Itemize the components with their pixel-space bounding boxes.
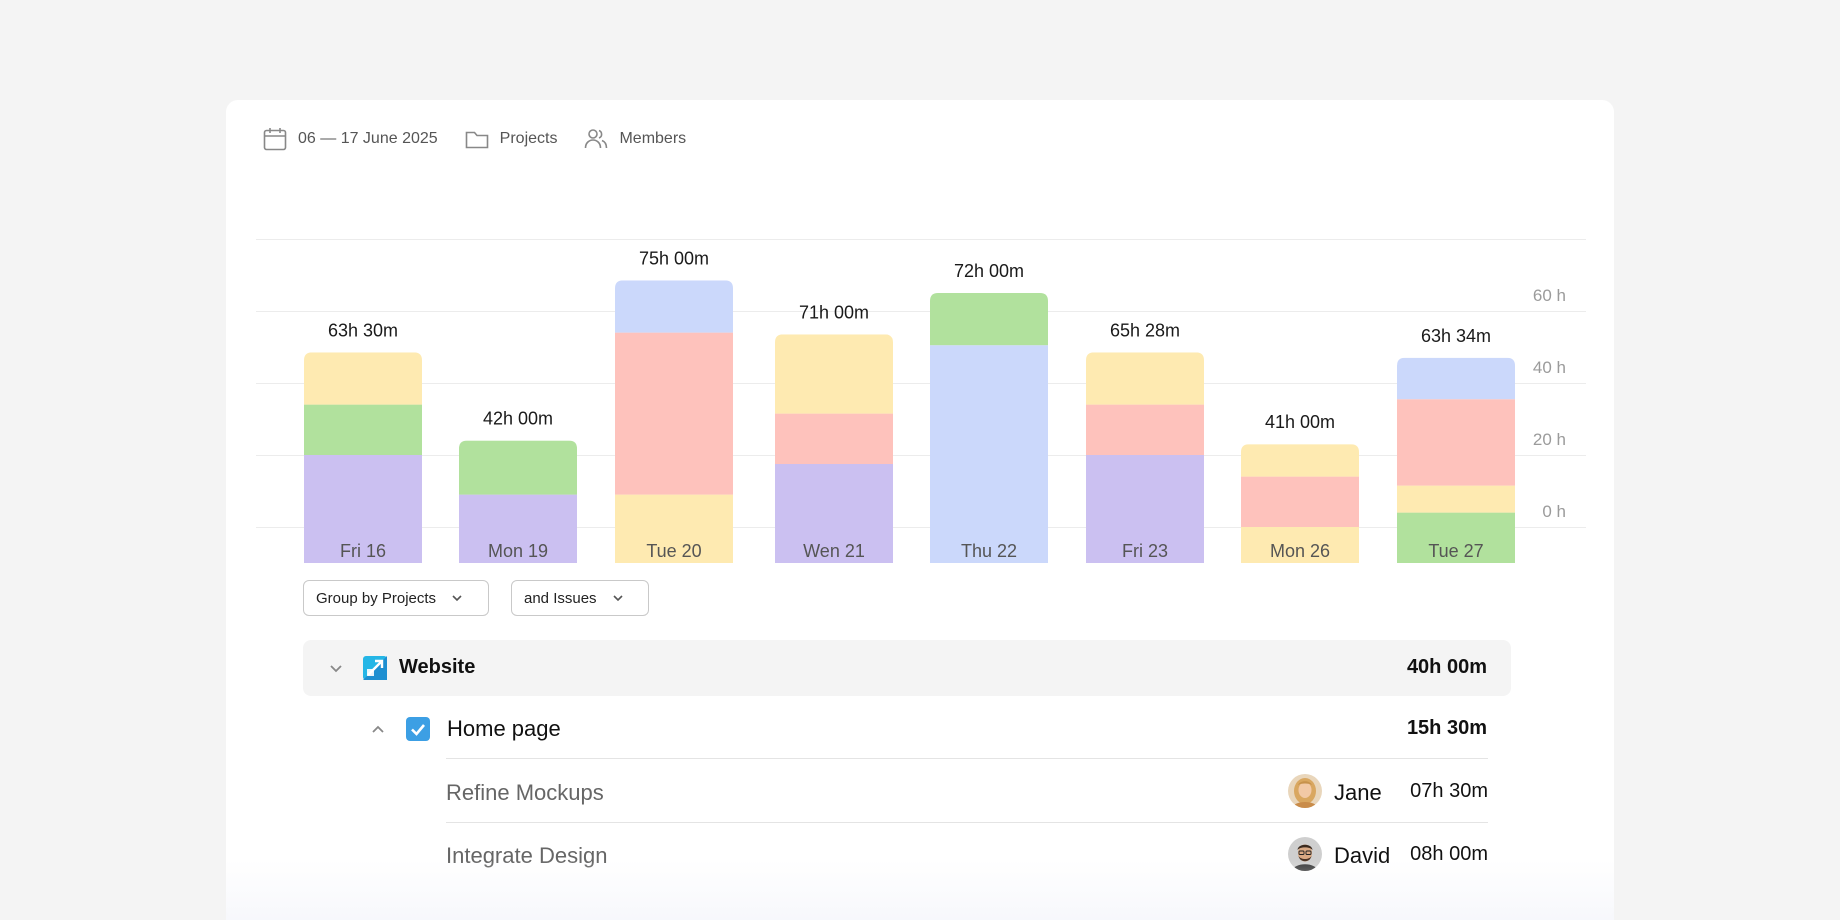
filter-bar: 06 — 17 June 2025 Projects Members [262, 126, 712, 152]
x-tick-label: Wen 21 [803, 541, 865, 561]
avatar-david-icon [1288, 837, 1322, 871]
date-range-label: 06 — 17 June 2025 [298, 130, 438, 147]
project-total-time: 40h 00m [1406, 656, 1487, 678]
avatar [1288, 774, 1322, 808]
folder-icon [465, 131, 488, 149]
bar-segment [1397, 512, 1515, 563]
bar-segment [615, 280, 733, 333]
task-row[interactable]: Home page 15h 30m [303, 700, 1511, 758]
x-tick-label: Tue 20 [646, 541, 701, 561]
bar-total-label: 65h 28m [1110, 320, 1180, 340]
projects-filter[interactable]: Projects [464, 126, 558, 152]
date-range-filter[interactable]: 06 — 17 June 2025 [262, 126, 438, 152]
bar-3[interactable] [775, 334, 893, 563]
bar-6[interactable] [1241, 444, 1359, 563]
bar-segment [1086, 455, 1204, 563]
y-tick-label: 20 h [1533, 430, 1566, 449]
group-by-dropdown[interactable]: Group by Projects [303, 580, 489, 616]
task-total-time: 15h 30m [1406, 717, 1487, 739]
bar-segment [459, 494, 577, 563]
calendar-icon [263, 128, 287, 151]
row-divider [446, 822, 1488, 823]
bar-segment [1241, 444, 1359, 477]
subtask-row[interactable]: Integrate Design David 08h 00m [446, 825, 1488, 885]
assignee-name: David [1334, 843, 1391, 868]
bar-4[interactable] [930, 293, 1048, 563]
bar-total-label: 71h 00m [799, 302, 869, 322]
project-group-row[interactable]: Website 40h 00m [303, 640, 1511, 696]
time-report-card: 06 — 17 June 2025 Projects Members 0 h 20… [226, 100, 1614, 920]
bar-segment [930, 293, 1048, 346]
project-name: Website [399, 656, 476, 678]
avatar [1288, 837, 1322, 871]
row-divider [446, 758, 1488, 759]
bar-1[interactable] [459, 440, 577, 563]
bar-segment [1086, 404, 1204, 455]
subtask-time: 08h 00m [1410, 843, 1488, 865]
subtask-row[interactable]: Refine Mockups Jane 07h 30m [446, 762, 1488, 822]
checkbox-checked-icon [411, 724, 425, 736]
bar-segment [1397, 357, 1515, 400]
bar-segment [775, 413, 893, 464]
chevron-down-icon[interactable] [327, 659, 345, 677]
website-project-icon [363, 656, 387, 680]
bar-segment [615, 494, 733, 563]
bar-segment [775, 464, 893, 563]
bar-total-label: 75h 00m [639, 248, 709, 268]
subtask-name: Integrate Design [446, 843, 608, 868]
bar-segment [459, 440, 577, 495]
chevron-up-icon[interactable] [369, 720, 387, 738]
bar-segment [1241, 476, 1359, 527]
bar-5[interactable] [1086, 352, 1204, 563]
bar-total-label: 63h 30m [328, 320, 398, 340]
avatar-jane-icon [1288, 774, 1322, 808]
hours-stacked-bar-chart: 0 h 20 h 40 h 60 h 63h 30m Fri 16 42h 00m Mon 1… [256, 239, 1586, 563]
y-tick-label: 0 h [1542, 502, 1566, 521]
bar-segment [775, 334, 893, 414]
y-tick-label: 60 h [1533, 286, 1566, 305]
bar-segment [1397, 399, 1515, 486]
bar-segment [930, 345, 1048, 563]
members-filter[interactable]: Members [583, 126, 686, 152]
issues-dropdown[interactable]: and Issues [511, 580, 649, 616]
bar-2[interactable] [615, 280, 733, 563]
bar-segment [304, 455, 422, 563]
bar-segment [1397, 485, 1515, 513]
x-tick-label: Mon 26 [1270, 541, 1330, 561]
bar-segment [615, 332, 733, 495]
y-tick-label: 40 h [1533, 358, 1566, 377]
chevron-down-icon [452, 595, 462, 602]
members-label: Members [619, 130, 687, 147]
bar-total-label: 63h 34m [1421, 326, 1491, 346]
assignee-name: Jane [1334, 780, 1382, 805]
bar-segment [1241, 527, 1359, 563]
projects-label: Projects [499, 130, 558, 147]
bar-7[interactable] [1397, 357, 1515, 563]
users-icon [585, 129, 608, 149]
group-by-label: Group by Projects [316, 589, 437, 607]
task-name: Home page [447, 716, 561, 741]
subtask-name: Refine Mockups [446, 780, 604, 805]
task-checkbox[interactable] [406, 717, 430, 741]
bar-0[interactable] [304, 352, 422, 563]
subtask-time: 07h 30m [1410, 780, 1488, 802]
x-tick-label: Tue 27 [1428, 541, 1483, 561]
chevron-down-icon [612, 595, 623, 602]
issues-label: and Issues [524, 589, 597, 607]
x-tick-label: Mon 19 [488, 541, 548, 561]
bar-segment [1086, 352, 1204, 405]
bar-segment [304, 352, 422, 405]
bar-total-label: 72h 00m [954, 261, 1024, 281]
x-tick-label: Fri 16 [340, 541, 386, 561]
bar-total-label: 41h 00m [1265, 412, 1335, 432]
x-tick-label: Thu 22 [961, 541, 1017, 561]
bar-segment [304, 404, 422, 455]
x-tick-label: Fri 23 [1122, 541, 1168, 561]
bar-total-label: 42h 00m [483, 409, 553, 429]
